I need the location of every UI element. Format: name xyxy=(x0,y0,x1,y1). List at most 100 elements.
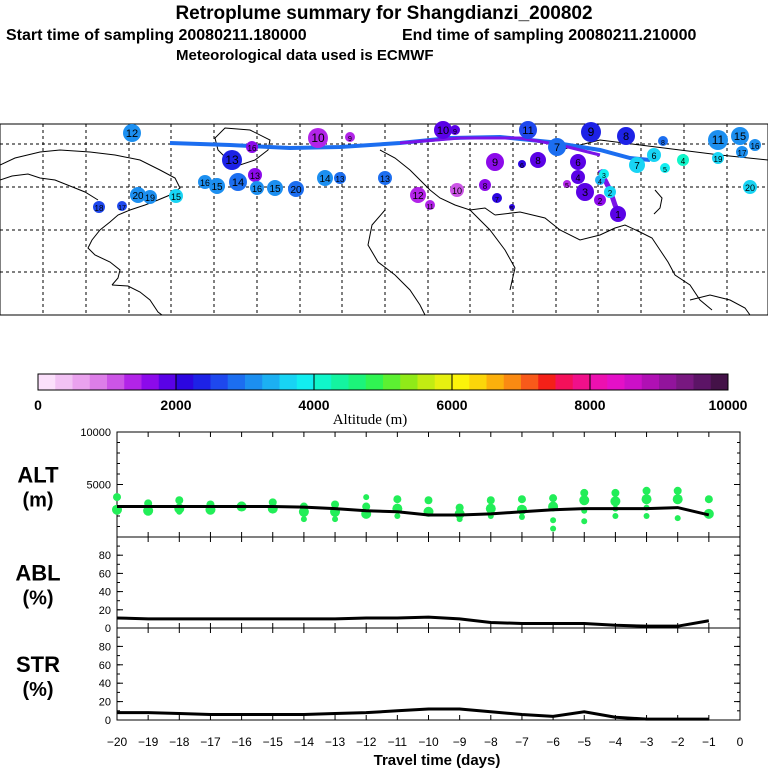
panel-ylabel: ALT xyxy=(17,463,59,488)
colorbar-swatch xyxy=(710,374,729,390)
panel-frame xyxy=(116,431,741,538)
cluster-circle xyxy=(250,181,264,195)
colorbar-swatch xyxy=(693,374,712,390)
cluster-marker: 6 xyxy=(518,160,526,170)
alt-cluster-point xyxy=(518,514,525,521)
cluster-label: 8 xyxy=(483,182,488,191)
cluster-label: 13 xyxy=(225,153,239,167)
cluster-circle xyxy=(610,206,626,222)
colorbar-swatches xyxy=(38,374,729,390)
australia-coast xyxy=(689,294,751,316)
cluster-circle xyxy=(93,201,105,213)
cluster-circle xyxy=(563,180,571,188)
cluster-marker: 14 xyxy=(229,173,247,191)
colorbar-swatch xyxy=(227,374,246,390)
japan-coast xyxy=(653,189,663,215)
cluster-circle xyxy=(222,150,242,170)
cluster-marker: 6 xyxy=(570,154,586,170)
cluster-label: 15 xyxy=(269,184,281,195)
y-tick-label: 60 xyxy=(99,568,111,580)
alt-cluster-point xyxy=(393,495,402,504)
colorbar-swatch xyxy=(365,374,384,390)
cluster-marker: 9 xyxy=(581,122,601,142)
panel-abl: ABL(%) 0 20 40 60 80 xyxy=(15,536,741,635)
cluster-marker: 19 xyxy=(143,190,157,204)
cluster-label: 11 xyxy=(712,133,725,147)
cluster-label: 20 xyxy=(132,191,144,202)
alt-cluster-point xyxy=(579,495,590,506)
alt-cluster-point xyxy=(673,486,682,495)
alt-cluster-point xyxy=(549,494,558,503)
cluster-circle xyxy=(658,136,668,146)
colorbar-swatch xyxy=(624,374,643,390)
cluster-marker: 2 xyxy=(604,186,616,198)
cluster-label: 11 xyxy=(426,204,433,211)
cluster-circle xyxy=(509,204,515,210)
x-axis: −20 −19 −18 −17 −16 −15 −14 −13 −12 −11 −10 −9 −8 −7−… xyxy=(107,735,744,749)
colorbar-swatch xyxy=(417,374,436,390)
cluster-circle xyxy=(130,187,146,203)
colorbar-swatch xyxy=(348,374,367,390)
colorbar-frame xyxy=(37,373,729,391)
alt-cluster-point xyxy=(486,496,495,505)
x-tick-label: −18 xyxy=(169,735,190,749)
panel-ylabel-unit: (%) xyxy=(22,588,53,610)
cluster-label: 10 xyxy=(452,186,462,196)
cluster-circle xyxy=(486,153,504,171)
alt-cluster-point xyxy=(672,494,683,505)
x-tick-label: −13 xyxy=(325,735,346,749)
colorbar-swatch xyxy=(400,374,418,390)
cluster-marker: 19 xyxy=(712,152,724,164)
cluster-marker: 8 xyxy=(658,136,668,147)
x-tick-label: −12 xyxy=(356,735,377,749)
start-time-label: Start time of sampling 20080211.180000 xyxy=(6,27,307,44)
cluster-label: 7 xyxy=(495,197,499,204)
alaska-coast xyxy=(0,173,99,201)
cluster-label: 8 xyxy=(661,140,665,147)
y-tick-label: 0 xyxy=(105,623,111,635)
cluster-circle xyxy=(599,169,609,179)
colorbar-swatch xyxy=(176,374,194,390)
cluster-marker: 20 xyxy=(743,180,757,194)
cluster-circle xyxy=(450,183,464,197)
colorbar-swatch xyxy=(262,374,280,390)
colorbar-swatch xyxy=(38,374,56,390)
colorbar-swatch xyxy=(452,374,470,390)
cluster-marker: 20 xyxy=(288,181,304,197)
cluster-marker: 2 xyxy=(594,194,606,206)
africa-coast xyxy=(367,209,516,316)
cluster-label: 2 xyxy=(608,189,613,198)
timeseries-panels: ALT(m)500010000ABL(%)020406080STR(%)0204… xyxy=(15,427,741,727)
cluster-marker: 1 xyxy=(610,206,626,222)
cluster-label: 15 xyxy=(734,131,746,143)
cluster-marker: 12 xyxy=(123,124,141,142)
y-tick-label: 5000 xyxy=(87,480,111,492)
colorbar-swatch xyxy=(296,374,315,390)
cluster-label: 7 xyxy=(634,161,640,172)
colorbar-swatch xyxy=(521,374,539,390)
cluster-label: 13 xyxy=(380,174,390,184)
cluster-circle xyxy=(229,173,247,191)
cluster-label: 4 xyxy=(575,173,580,183)
cluster-label: 17 xyxy=(118,205,126,212)
alt-mean-line xyxy=(117,505,710,517)
cluster-marker: 12 xyxy=(410,187,426,203)
alt-cluster-point xyxy=(550,525,557,532)
y-tick-label: 60 xyxy=(99,660,111,672)
cluster-label: 5 xyxy=(565,183,569,190)
cluster-circle xyxy=(629,157,645,173)
x-tick-label: −8 xyxy=(484,735,498,749)
x-tick-label: −3 xyxy=(640,735,654,749)
cluster-circle xyxy=(345,132,355,142)
cluster-marker: 15 xyxy=(169,189,183,203)
colorbar-swatch xyxy=(590,374,608,390)
cluster-circle xyxy=(267,180,283,196)
cluster-label: 17 xyxy=(738,149,747,158)
alt-cluster-point xyxy=(611,488,620,497)
colorbar-swatch xyxy=(72,374,91,390)
cluster-label: 16 xyxy=(252,184,262,194)
cluster-label: 3 xyxy=(582,187,588,199)
europe-coast xyxy=(379,149,496,216)
cluster-circle xyxy=(248,168,262,182)
alt-cluster-point xyxy=(704,495,713,504)
